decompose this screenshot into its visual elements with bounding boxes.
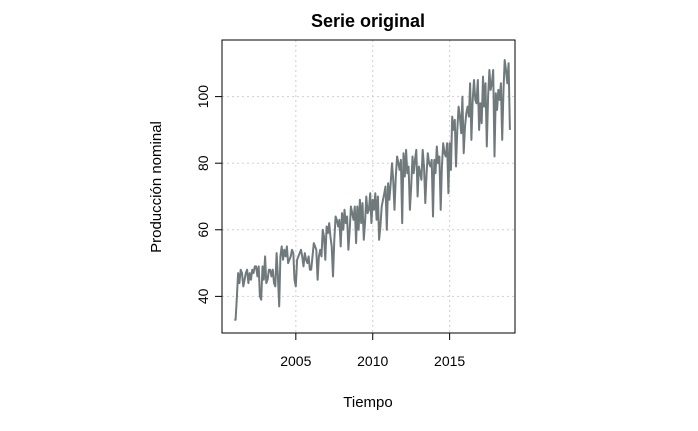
y-tick-label: 80 [195, 155, 211, 171]
x-tick-label: 2015 [434, 353, 465, 369]
series-line-0 [234, 59, 511, 321]
y-axis: 40 60 80 100 [195, 85, 222, 304]
chart-title: Serie original [311, 11, 425, 31]
x-tick-label: 2005 [280, 353, 311, 369]
y-axis-label: Producción nominal [148, 121, 165, 253]
x-axis: 2005 2010 2015 [280, 333, 465, 369]
y-tick-label: 40 [195, 288, 211, 304]
x-tick-label: 2010 [357, 353, 388, 369]
x-axis-label: Tiempo [343, 394, 392, 411]
y-tick-label: 60 [195, 222, 211, 238]
series-layer [234, 59, 511, 321]
plot-frame [221, 39, 516, 334]
y-tick-label: 100 [195, 85, 211, 109]
grid [222, 40, 515, 333]
